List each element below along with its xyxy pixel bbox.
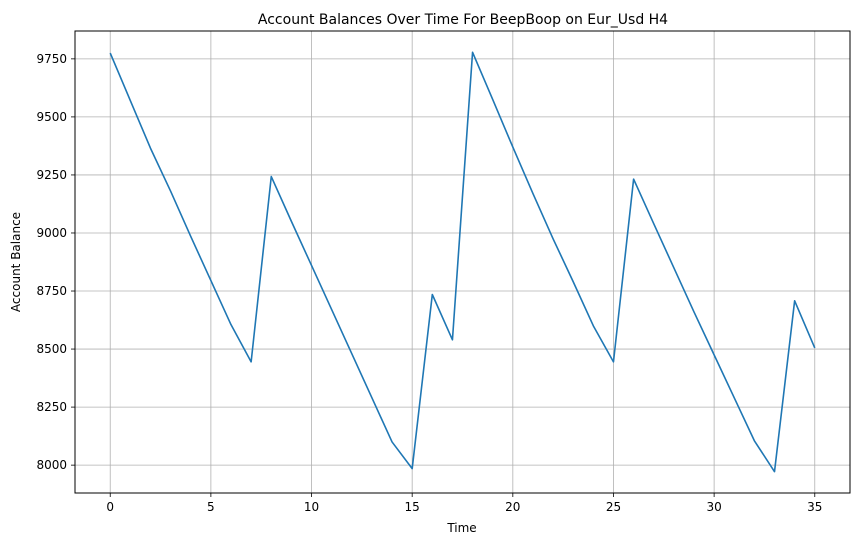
- x-axis: 0 5 10 15 20 25 30 35: [106, 493, 822, 514]
- y-tick-label: 9500: [36, 110, 67, 124]
- series-group: [109, 51, 816, 473]
- grid-lines: [75, 31, 850, 493]
- x-tick-label: 30: [706, 500, 721, 514]
- x-tick-label: 20: [505, 500, 520, 514]
- x-tick-label: 5: [207, 500, 215, 514]
- y-tick-label: 9250: [36, 168, 67, 182]
- y-tick-label: 9750: [36, 52, 67, 66]
- chart-title: Account Balances Over Time For BeepBoop …: [258, 12, 668, 28]
- y-tick-label: 8000: [36, 458, 67, 472]
- x-tick-label: 10: [304, 500, 319, 514]
- y-tick-label: 8250: [36, 400, 67, 414]
- y-tick-label: 8750: [36, 284, 67, 298]
- x-tick-label: 15: [405, 500, 420, 514]
- y-axis-label: Account Balance: [9, 212, 23, 312]
- x-tick-label: 0: [106, 500, 114, 514]
- balance-line: [109, 51, 816, 473]
- x-tick-label: 35: [807, 500, 822, 514]
- y-axis: 8000 8250 8500 8750 9000 9250 9500 9750: [36, 52, 75, 472]
- x-tick-label: 25: [606, 500, 621, 514]
- plot-frame: [74, 30, 851, 494]
- x-axis-label: Time: [446, 521, 476, 535]
- y-tick-label: 8500: [36, 342, 67, 356]
- y-tick-label: 9000: [36, 226, 67, 240]
